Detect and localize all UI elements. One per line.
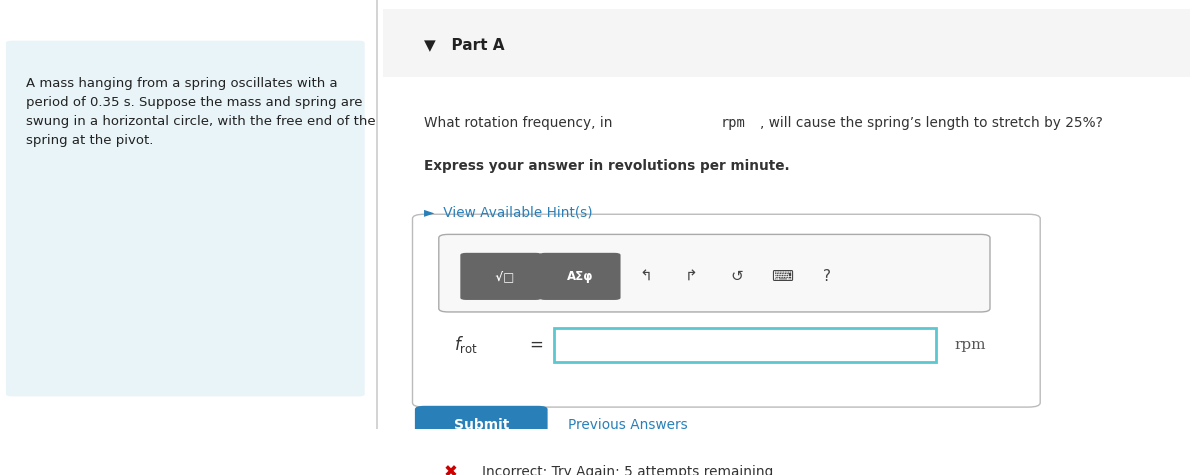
Text: ↱: ↱ [685, 269, 697, 284]
Text: ↰: ↰ [640, 269, 652, 284]
FancyBboxPatch shape [415, 451, 1038, 475]
Text: √□: √□ [487, 270, 515, 283]
Text: A mass hanging from a spring oscillates with a
period of 0.35 s. Suppose the mas: A mass hanging from a spring oscillates … [26, 77, 376, 147]
FancyBboxPatch shape [539, 253, 620, 300]
Text: Express your answer in revolutions per minute.: Express your answer in revolutions per m… [425, 159, 790, 172]
Text: $f_{\rm rot}$: $f_{\rm rot}$ [455, 334, 479, 355]
Text: Incorrect; Try Again; 5 attempts remaining: Incorrect; Try Again; 5 attempts remaini… [482, 466, 773, 475]
Text: AΣφ: AΣφ [566, 270, 593, 283]
Text: ▼   Part A: ▼ Part A [425, 38, 505, 53]
FancyBboxPatch shape [6, 41, 365, 396]
FancyBboxPatch shape [461, 253, 541, 300]
Text: rpm: rpm [954, 338, 985, 352]
Text: Previous Answers: Previous Answers [568, 418, 688, 432]
Text: ⌨: ⌨ [770, 269, 793, 284]
FancyBboxPatch shape [415, 406, 547, 445]
Text: =: = [529, 336, 544, 354]
Text: rpm: rpm [721, 116, 745, 130]
Text: ↺: ↺ [730, 269, 743, 284]
FancyBboxPatch shape [439, 234, 990, 312]
Text: Submit: Submit [454, 418, 509, 432]
Text: What rotation frequency, in: What rotation frequency, in [425, 116, 617, 130]
FancyBboxPatch shape [553, 328, 936, 362]
FancyBboxPatch shape [413, 214, 1040, 407]
Text: , will cause the spring’s length to stretch by 25%?: , will cause the spring’s length to stre… [761, 116, 1103, 130]
Text: ►  View Available Hint(s): ► View Available Hint(s) [425, 206, 593, 219]
Text: ?: ? [823, 269, 832, 284]
FancyBboxPatch shape [383, 9, 1189, 77]
Text: ✖: ✖ [444, 464, 457, 475]
